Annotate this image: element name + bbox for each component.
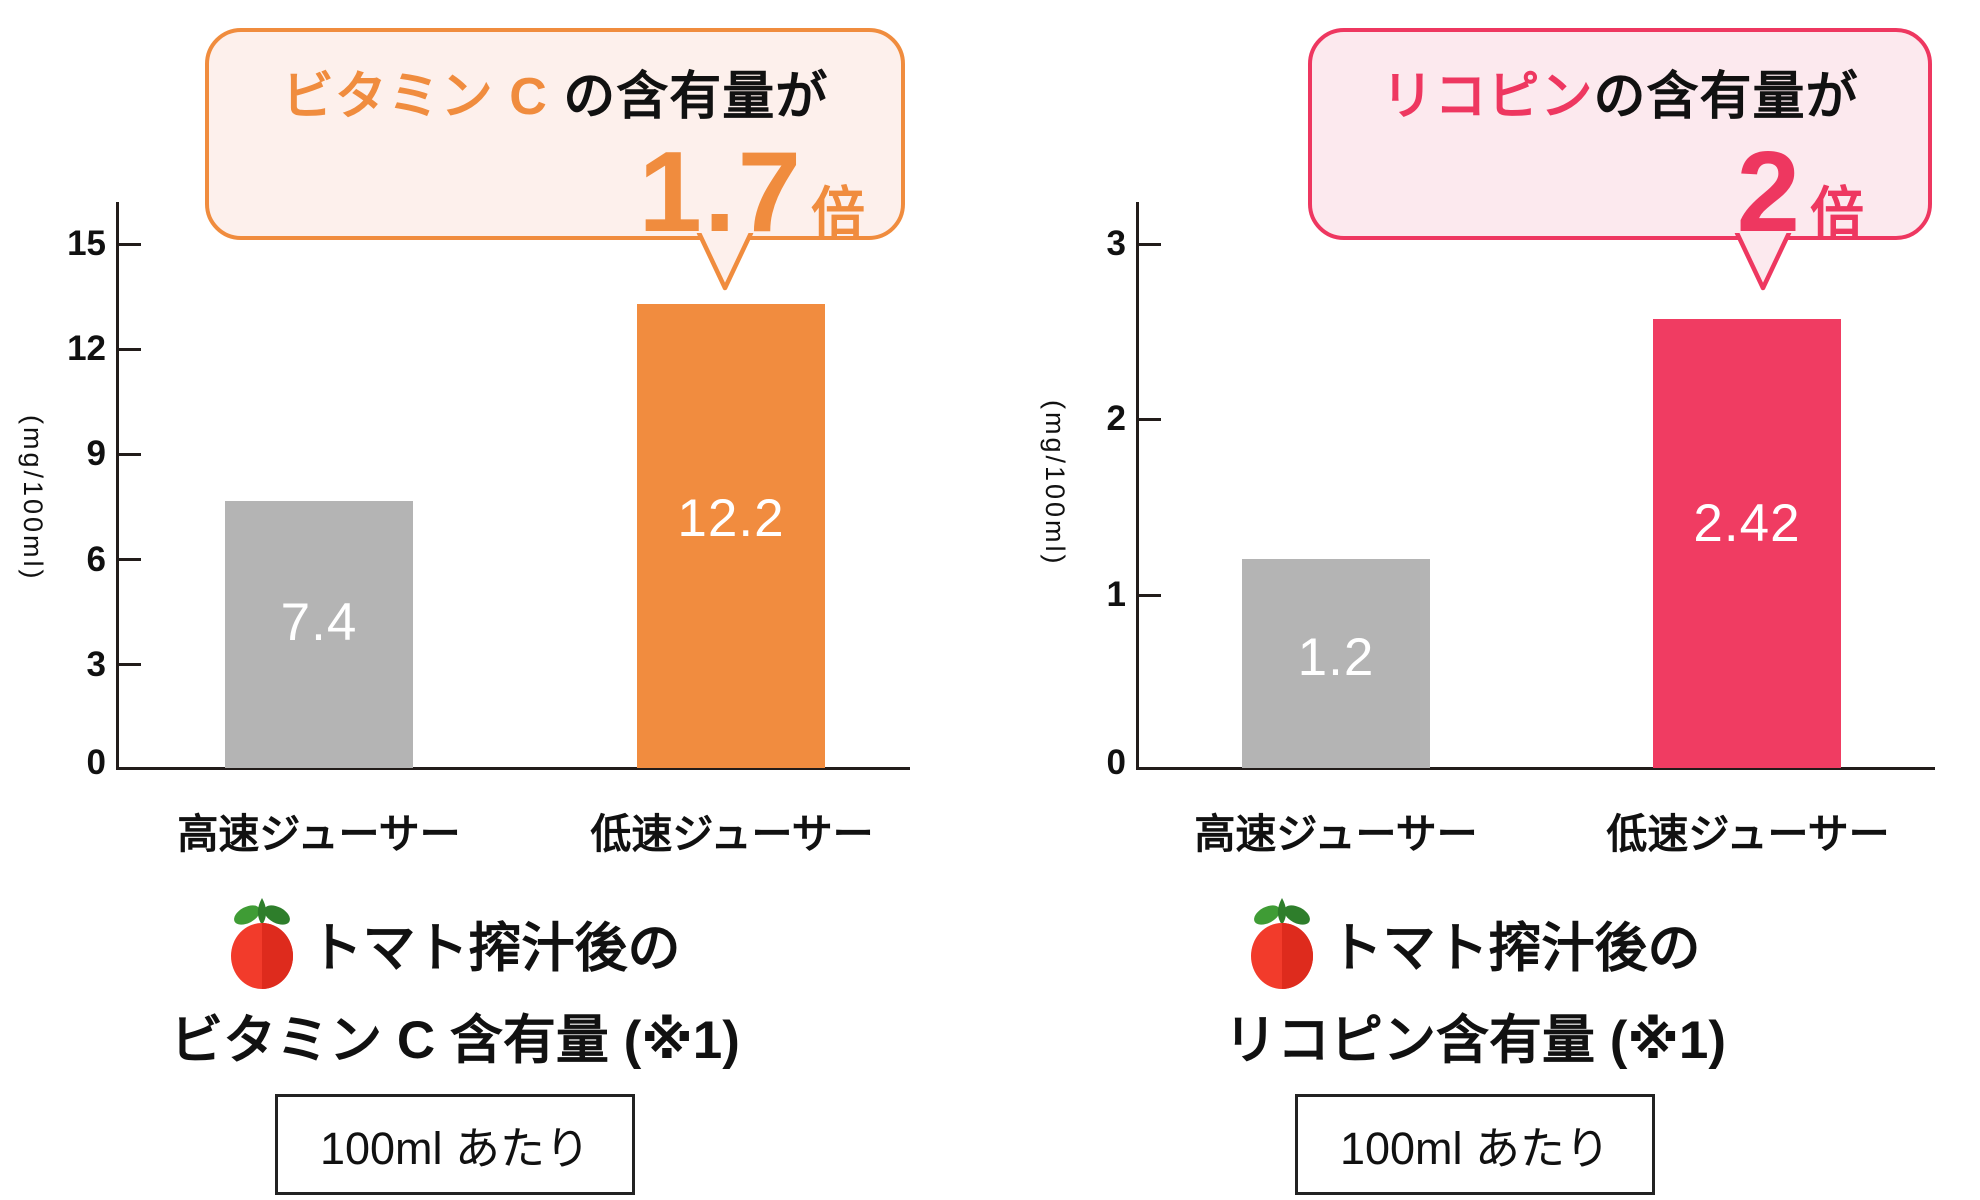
y-axis [1136,202,1139,770]
bubble-headline-rest: の含有量が [1593,68,1859,126]
y-tick-label: 3 [1106,224,1126,263]
x-axis [116,767,910,770]
y-tick-mark [1139,594,1161,597]
bubble-headline-highlight: ビタミン C [281,68,564,126]
lycopene-speech-bubble: リコピンの含有量が 2 倍 [1308,28,1932,250]
caption-title-line1: トマト搾汁後の [1329,919,1701,978]
y-tick-mark [119,453,141,456]
chart-caption: トマト搾汁後の ビタミン C 含有量 (※1) 100ml あたり [135,898,775,1195]
y-tick-mark [119,558,141,561]
bar-high-speed-juicer: 1.2 [1242,559,1430,768]
x-axis [1136,767,1935,770]
tomato-icon [230,898,293,989]
y-tick-label: 1 [1106,575,1126,614]
caption-title-line1: トマト搾汁後の [309,919,681,978]
y-tick-mark [119,663,141,666]
per-volume-note: 100ml あたり [1294,1094,1656,1195]
caption-title-line2: リコピン含有量 (※1) [1223,1011,1727,1070]
x-category-label: 低速ジューサー [590,811,874,857]
y-tick-label: 0 [1106,743,1126,782]
bubble-tail-icon [696,233,754,291]
bubble-headline-highlight: リコピン [1381,68,1594,126]
bar-low-speed-juicer: 12.2 [637,304,825,768]
multiplier-unit: 倍 [811,183,865,243]
y-axis-unit-label: (mg/100ml) [1040,400,1070,567]
y-tick-label: 12 [67,329,106,368]
multiplier-value: 2 [1736,129,1802,256]
y-tick-mark [119,243,141,246]
caption-line1: トマト搾汁後の [1155,898,1795,990]
per-volume-note: 100ml あたり [274,1094,636,1195]
bubble-headline-rest: の含有量が [563,68,829,126]
x-category-label: 高速ジューサー [177,811,461,857]
multiplier-unit: 倍 [1810,183,1864,243]
bar-high-speed-juicer: 7.4 [225,501,413,768]
caption-title-line2: ビタミン C 含有量 (※1) [170,1011,740,1070]
y-axis-unit-label: (mg/100ml) [18,415,48,582]
y-tick-label: 15 [67,224,106,263]
bar-value-label: 2.42 [1693,494,1801,553]
y-tick-label: 6 [86,540,106,579]
bubble-headline: ビタミン C の含有量が [209,54,901,129]
x-category-label: 低速ジューサー [1606,811,1890,857]
bubble-tail-icon [1734,233,1792,291]
vitamin-c-speech-bubble: ビタミン C の含有量が 1.7 倍 [205,28,905,250]
tomato-icon [1250,898,1313,989]
y-tick-label: 9 [86,434,106,473]
multiplier: 2 倍 [1737,136,1864,250]
y-tick-mark [1139,418,1161,421]
bar-value-label: 12.2 [677,489,785,548]
y-tick-mark [1139,243,1161,246]
y-tick-label: 2 [1106,399,1126,438]
bar-value-label: 1.2 [1297,628,1375,687]
y-tick-label: 3 [86,645,106,684]
multiplier: 1.7 倍 [639,136,865,250]
y-tick-mark [119,348,141,351]
y-axis [116,202,119,770]
x-category-label: 高速ジューサー [1194,811,1478,857]
bar-low-speed-juicer: 2.42 [1653,319,1841,768]
chart-caption: トマト搾汁後の リコピン含有量 (※1) 100ml あたり [1155,898,1795,1195]
multiplier-value: 1.7 [638,129,803,256]
bar-value-label: 7.4 [280,593,358,652]
bubble-headline: リコピンの含有量が [1312,54,1928,129]
caption-line1: トマト搾汁後の [135,898,775,990]
y-tick-label: 0 [86,743,106,782]
